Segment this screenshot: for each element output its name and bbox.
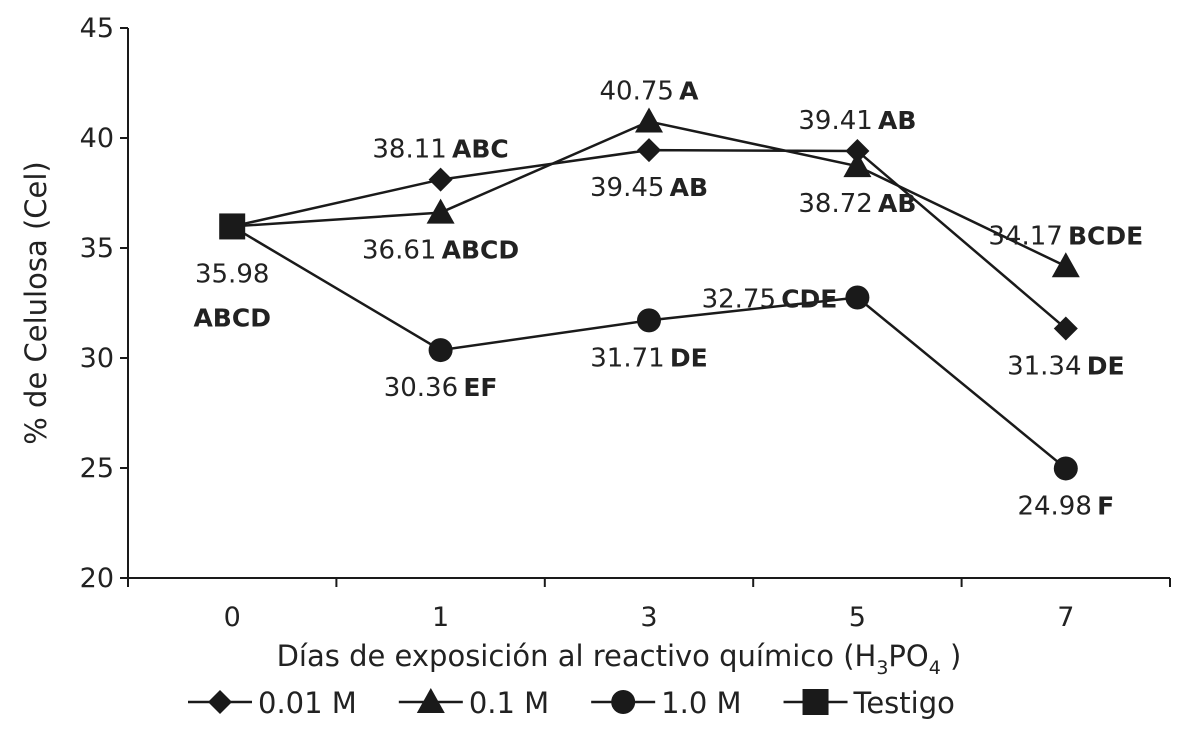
data-point-0-1-m: [635, 107, 663, 133]
legend-marker-diamond: [208, 690, 232, 714]
legend-label: 0.1 M: [469, 686, 549, 720]
legend-label: 0.01 M: [258, 686, 357, 720]
data-label-value: 31.71: [590, 343, 670, 373]
data-label-value: 38.72: [798, 189, 878, 219]
data-point-0-01-m: [428, 167, 453, 192]
data-point-0-1-m: [843, 152, 872, 178]
data-label-letters: EF: [463, 373, 497, 402]
legend-item-testigo: Testigo: [783, 686, 955, 720]
data-label-value: 34.17: [988, 221, 1068, 251]
axis-titles: Días de exposición al reactivo químico (…: [19, 161, 961, 679]
data-point-0-01-m: [1053, 316, 1078, 341]
data-label: 39.45 AB: [590, 173, 708, 203]
data-label-value: 38.11: [372, 135, 452, 165]
x-axis-title-sub: 3: [876, 657, 888, 679]
x-axis-title-text: ): [941, 639, 962, 673]
legend-label: 1.0 M: [661, 686, 741, 720]
x-tick-label: 7: [1057, 602, 1074, 633]
x-axis-title-text: PO: [888, 639, 928, 673]
y-axis-title: % de Celulosa (Cel): [19, 161, 53, 444]
y-tick-label: 45: [80, 13, 114, 44]
series-markers: [219, 107, 1080, 481]
data-point-1-0-m: [637, 308, 661, 333]
legend-label: Testigo: [853, 686, 955, 720]
data-point-1-0-m: [428, 338, 453, 363]
data-label-letters: CDE: [781, 285, 837, 314]
data-label-value: 35.98: [195, 259, 269, 289]
legend-marker-circle: [611, 690, 636, 714]
data-label-value: 39.45: [590, 173, 670, 203]
data-label-value: 32.75: [702, 285, 782, 315]
x-tick-label: 5: [849, 602, 866, 633]
data-label: 31.71 DE: [590, 343, 707, 373]
data-label: 39.41 AB: [798, 106, 916, 136]
x-tick-label: 1: [432, 602, 449, 633]
x-tick-label: 0: [224, 602, 241, 633]
data-label-value: 36.61: [362, 236, 442, 266]
data-label-letters: ABC: [452, 135, 509, 164]
data-label-value: 30.36: [384, 373, 464, 403]
data-label: 38.11 ABC: [372, 135, 508, 165]
data-label-letters: ABCD: [193, 303, 271, 332]
x-axis-title-sub: 4: [929, 657, 941, 679]
data-label: 35.98 ABCD: [193, 259, 271, 332]
legend: 0.01 M 0.1 M 1.0 M Testigo: [188, 686, 955, 720]
legend-item-1-0-m: 1.0 M: [591, 686, 742, 720]
legend-marker-square: [802, 689, 829, 715]
data-label: 30.36 EF: [384, 373, 498, 403]
y-tick-label: 40: [80, 123, 114, 154]
data-label-letters: F: [1097, 491, 1114, 520]
y-tick-label: 20: [80, 563, 114, 594]
data-labels: 35.98 ABCD 38.11 ABC 36.61 ABCD 30.36 EF 40.7…: [193, 77, 1143, 522]
data-label-letters: DE: [1087, 352, 1125, 381]
data-point-1-0-m: [845, 285, 870, 310]
data-label-value: 24.98: [1017, 491, 1097, 521]
x-tick-label: 3: [640, 602, 657, 633]
data-point-0-1-m: [1051, 252, 1080, 278]
data-label: 24.98 F: [1017, 491, 1114, 521]
legend-item-0-1-m: 0.1 M: [398, 686, 549, 720]
data-point-0-01-m: [637, 138, 661, 163]
x-axis-title: Días de exposición al reactivo químico (…: [277, 639, 962, 679]
data-label: 32.75 CDE: [702, 285, 838, 315]
legend-item-0-01-m: 0.01 M: [188, 686, 357, 720]
data-label-letters: ABCD: [442, 236, 520, 265]
data-label: 38.72 AB: [798, 189, 916, 219]
data-point-0-01-m: [845, 138, 870, 163]
data-label: 36.61 ABCD: [362, 236, 519, 266]
y-tick-label: 35: [80, 233, 114, 264]
data-label-letters: AB: [878, 189, 916, 218]
y-tick-label: 25: [80, 453, 114, 484]
data-label-letters: DE: [670, 343, 708, 372]
data-label-value: 31.34: [1007, 352, 1087, 382]
data-point-testigo: [219, 213, 246, 240]
data-label-value: 39.41: [798, 106, 878, 136]
data-point-1-0-m: [1053, 456, 1078, 481]
data-label: 40.75 A: [600, 77, 700, 107]
y-tick-label: 30: [80, 343, 114, 374]
data-label-letters: AB: [878, 106, 916, 135]
data-label-value: 40.75: [600, 77, 680, 107]
x-axis-title-text: Días de exposición al reactivo químico (…: [277, 639, 877, 673]
legend-marker-triangle: [416, 688, 445, 713]
data-label: 31.34 DE: [1007, 352, 1124, 382]
data-point-0-1-m: [426, 198, 455, 224]
data-label: 34.17 BCDE: [988, 221, 1143, 251]
data-label-letters: AB: [670, 173, 708, 202]
data-label-letters: A: [679, 77, 699, 106]
data-label-letters: BCDE: [1068, 221, 1143, 250]
